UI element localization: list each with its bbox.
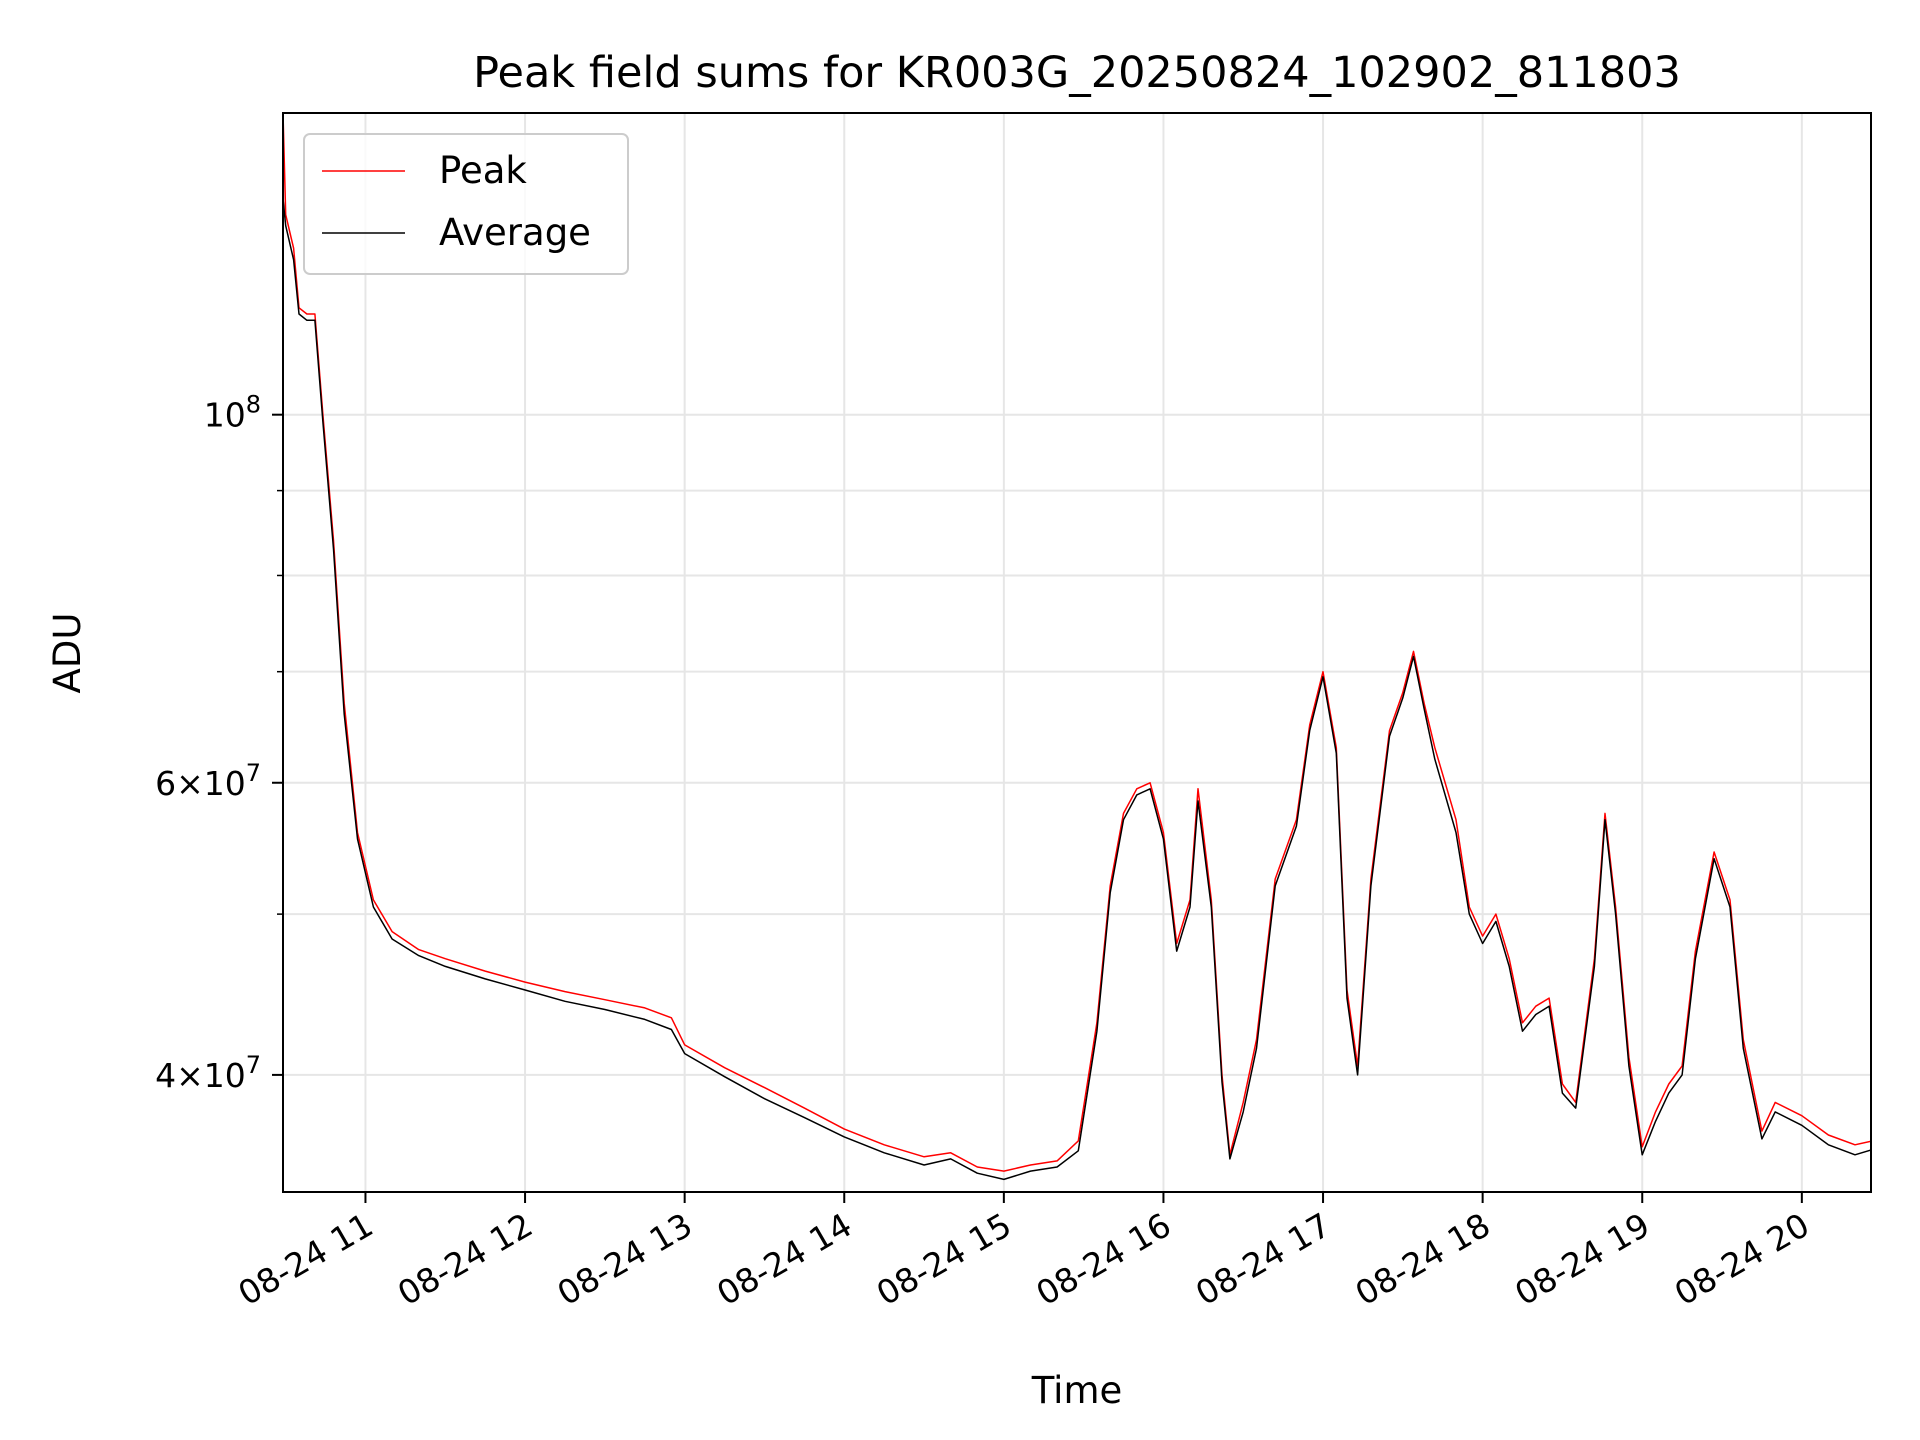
y-tick-label: 6×107	[155, 759, 261, 803]
x-axis-label: Time	[1031, 1369, 1123, 1412]
legend: Peak Average	[303, 133, 629, 275]
series-layer	[283, 113, 1871, 1181]
y-axis-label: ADU	[46, 613, 89, 694]
grid	[283, 113, 1871, 1192]
legend-average-label: Average	[439, 211, 591, 254]
y-tick-label: 4×107	[155, 1051, 261, 1095]
series-line-peak	[283, 113, 1871, 1172]
chart-title: Peak field sums for KR003G_20250824_1029…	[473, 48, 1681, 98]
y-tick-label: 108	[204, 391, 261, 435]
plot-frame	[282, 112, 1872, 1193]
series-line-average	[283, 198, 1871, 1181]
legend-peak-label: Peak	[439, 149, 527, 192]
legend-box	[303, 133, 629, 275]
